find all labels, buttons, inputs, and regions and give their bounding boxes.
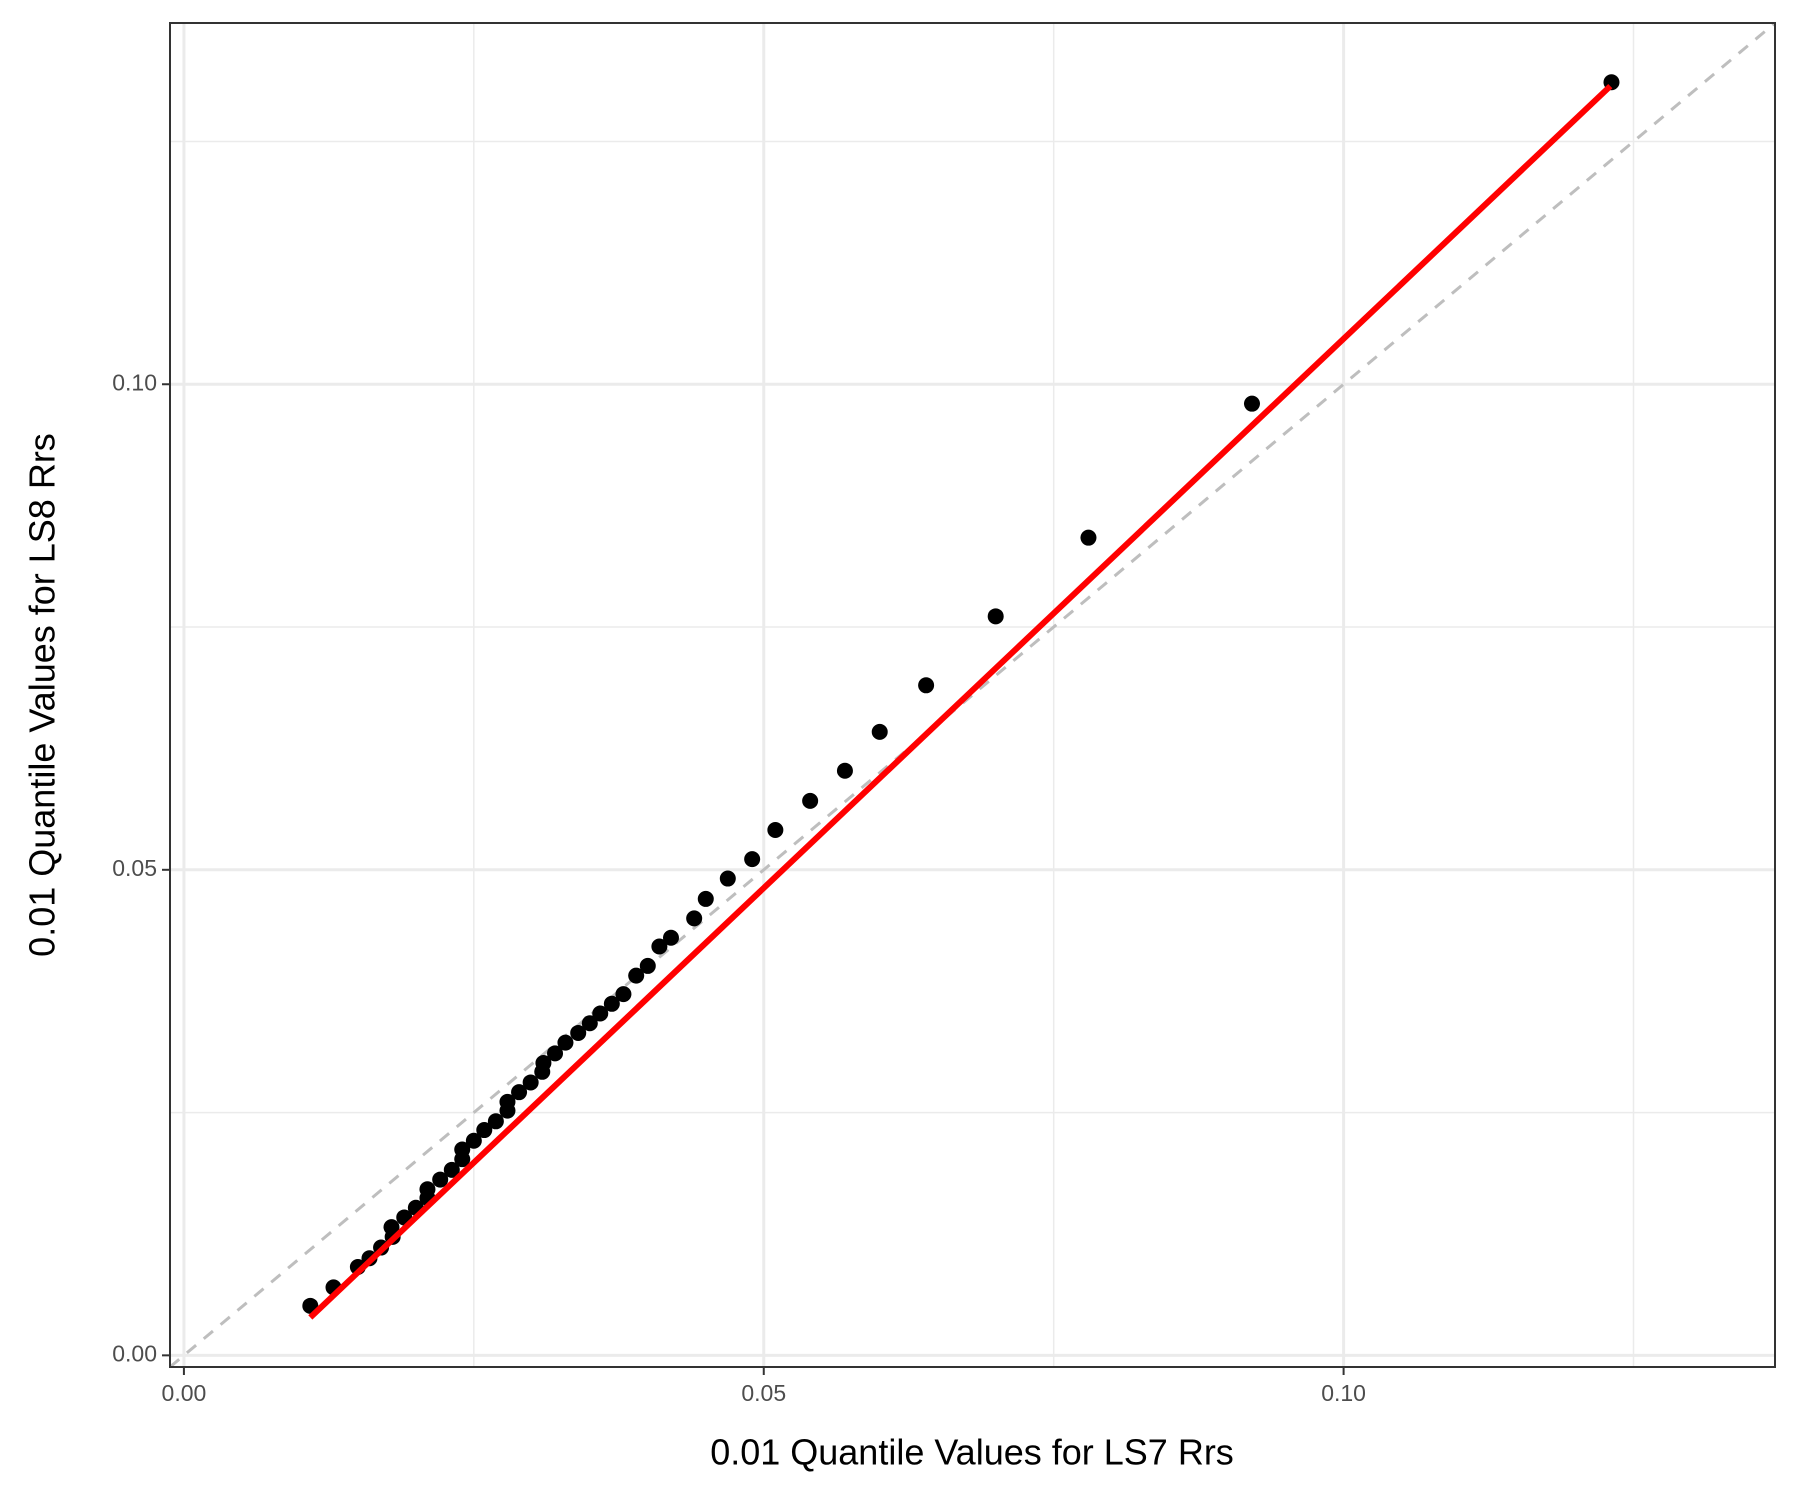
point <box>535 1055 552 1072</box>
point <box>419 1181 436 1198</box>
point <box>662 929 679 946</box>
point <box>465 1132 482 1149</box>
point <box>1080 529 1097 546</box>
point <box>476 1122 493 1139</box>
point <box>432 1171 449 1188</box>
fit-line <box>308 83 1613 1320</box>
point <box>1243 395 1260 412</box>
point <box>744 851 761 868</box>
x-tick-label: 0.05 <box>741 1380 786 1406</box>
x-tick-label: 0.00 <box>162 1380 207 1406</box>
point <box>918 677 935 694</box>
point <box>802 792 819 809</box>
point <box>836 762 853 779</box>
point <box>615 986 632 1003</box>
plot-border <box>169 22 1776 1368</box>
y-tick-label: 0.10 <box>112 369 157 395</box>
point <box>383 1219 400 1236</box>
point <box>686 910 703 927</box>
point <box>871 723 888 740</box>
point <box>581 1015 598 1032</box>
x-axis-label: 0.01 Quantile Values for LS7 Rrs <box>710 1432 1234 1473</box>
point <box>651 938 668 955</box>
point <box>443 1161 460 1178</box>
point <box>767 821 784 838</box>
point <box>592 1005 609 1022</box>
point <box>987 608 1004 625</box>
point <box>697 890 714 907</box>
point <box>557 1034 574 1051</box>
point <box>511 1084 528 1101</box>
point <box>639 957 656 974</box>
point <box>547 1045 564 1062</box>
point <box>570 1024 587 1041</box>
point <box>719 870 736 887</box>
point <box>499 1093 516 1110</box>
point <box>454 1141 471 1158</box>
point <box>487 1113 504 1130</box>
reference-line <box>169 21 1776 1369</box>
y-tick-label: 0.05 <box>112 855 157 881</box>
point <box>522 1074 539 1091</box>
point <box>603 995 620 1012</box>
x-tick-label: 0.10 <box>1321 1380 1366 1406</box>
point <box>628 967 645 984</box>
y-tick-label: 0.00 <box>112 1340 157 1366</box>
y-axis-label: 0.01 Quantile Values for LS8 Rrs <box>22 433 63 957</box>
